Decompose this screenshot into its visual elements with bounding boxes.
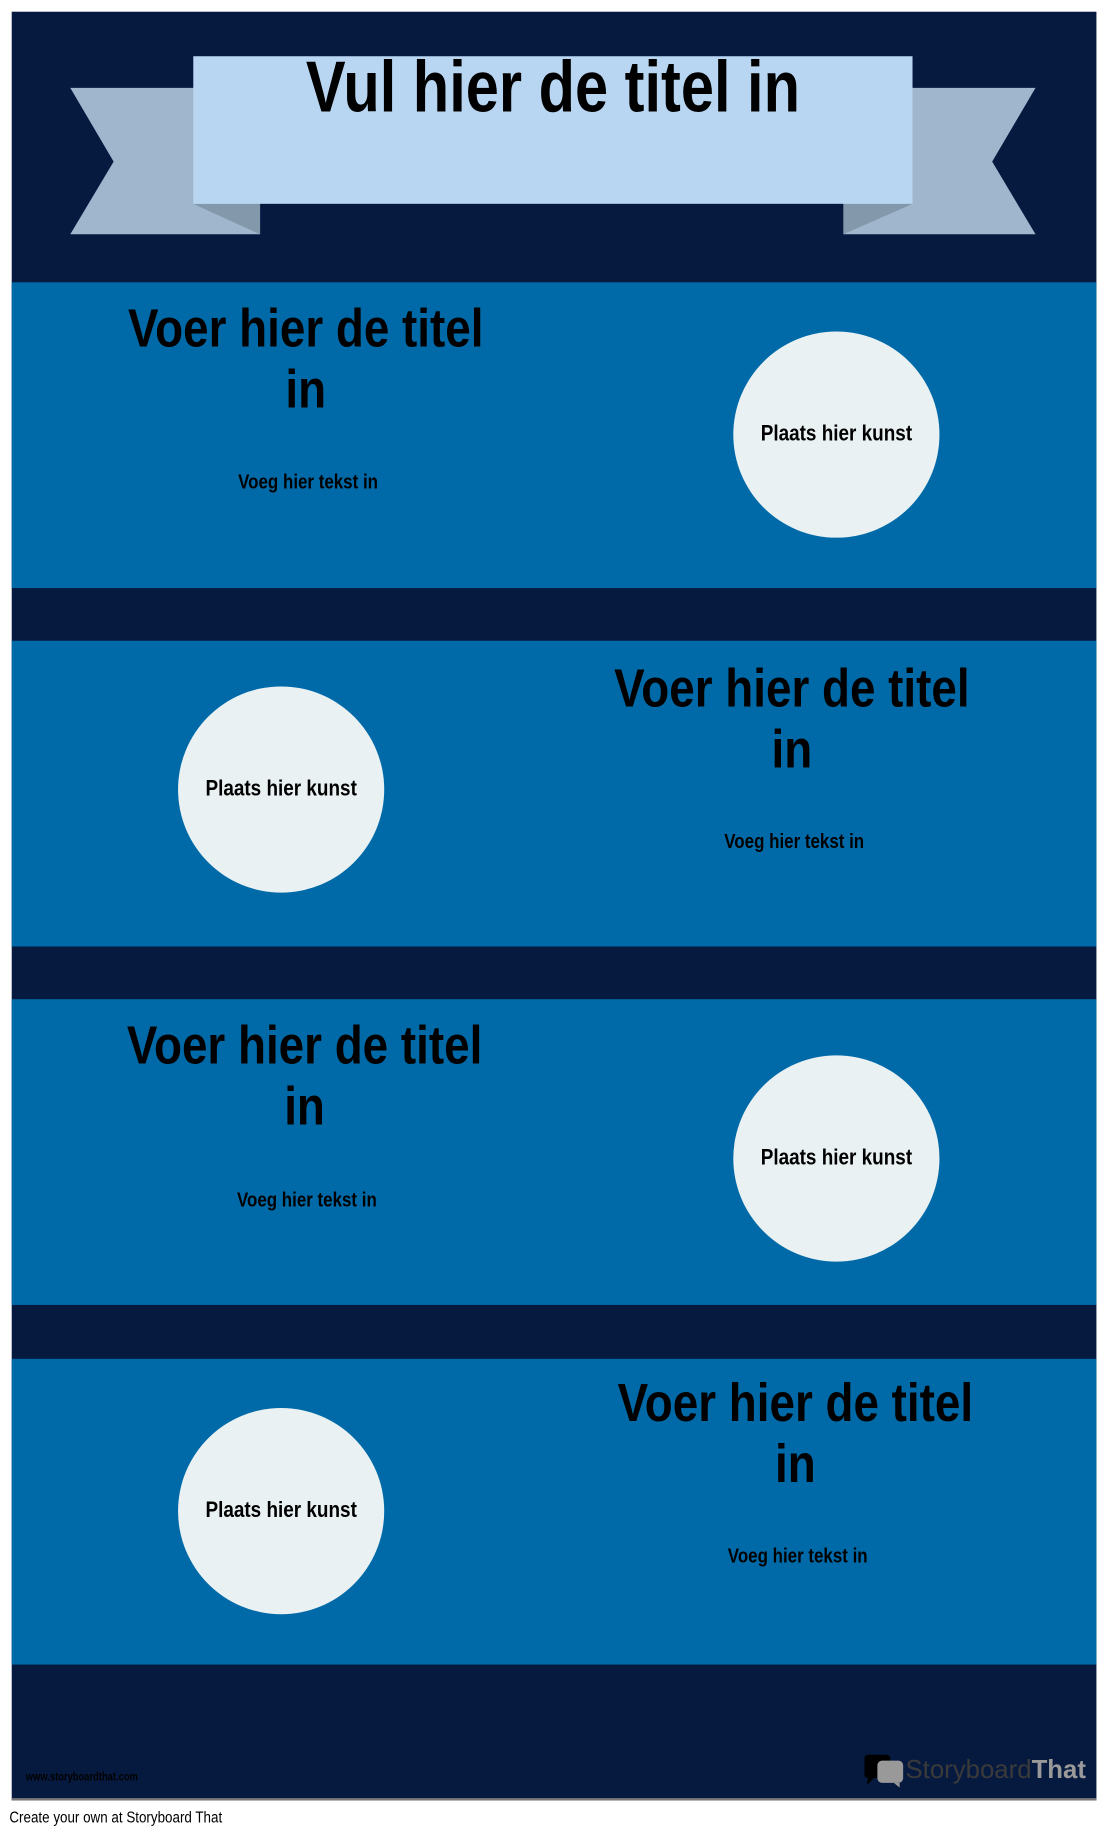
section-text[interactable]: Voeg hier tekst in xyxy=(238,470,378,494)
art-label: Plaats hier kunst xyxy=(760,421,913,447)
website-url: www.storyboardthat.com xyxy=(25,1771,138,1785)
logo-text-a: Storyboard xyxy=(905,1754,1032,1785)
section-title[interactable]: Voer hier de titel in xyxy=(127,297,484,420)
title-banner xyxy=(193,56,913,204)
art-label: Plaats hier kunst xyxy=(205,1498,357,1523)
section-title[interactable]: Voer hier de titel in xyxy=(617,1371,974,1494)
storyboardthat-logo: StoryboardThat xyxy=(863,1752,1086,1788)
create-your-own-link[interactable]: Create your own at Storyboard That xyxy=(9,1808,223,1827)
section-title[interactable]: Voer hier de titel in xyxy=(126,1014,483,1137)
art-placeholder[interactable]: Plaats hier kunst xyxy=(178,686,385,893)
page-title[interactable]: Vul hier de titel in xyxy=(305,46,800,128)
art-label: Plaats hier kunst xyxy=(205,776,357,802)
logo-text-b: That xyxy=(1031,1754,1086,1785)
art-placeholder[interactable]: Plaats hier kunst xyxy=(733,1055,940,1262)
section-text[interactable]: Voeg hier tekst in xyxy=(236,1188,377,1212)
art-placeholder[interactable]: Plaats hier kunst xyxy=(178,1408,385,1615)
art-label: Plaats hier kunst xyxy=(760,1145,913,1171)
section-text[interactable]: Voeg hier tekst in xyxy=(724,830,865,853)
section-text[interactable]: Voeg hier tekst in xyxy=(727,1545,868,1568)
speech-bubble-icon xyxy=(864,1754,904,1788)
art-placeholder[interactable]: Plaats hier kunst xyxy=(733,331,940,538)
section-title[interactable]: Voer hier de titel in xyxy=(614,657,970,779)
